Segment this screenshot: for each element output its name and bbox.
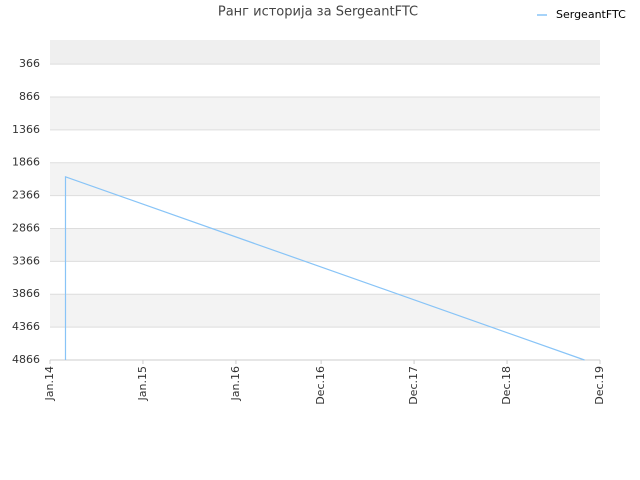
y-tick-label: 366 [19,57,40,70]
x-tick-label: Dec.17 [407,366,420,405]
y-tick-label: 1366 [12,123,40,136]
x-tick-label: Dec.18 [500,366,513,405]
y-tick-label: 3366 [12,254,40,267]
y-tick-label: 2866 [12,221,40,234]
x-tick-label: Dec.16 [314,366,327,405]
band [50,261,600,295]
band [50,129,600,163]
series-line [64,175,585,361]
y-tick-label: 1866 [12,156,40,169]
band [50,162,600,196]
chart-title: Ранг историја за SergeantFTC [218,5,418,20]
y-tick-label: 4366 [12,320,40,333]
band [50,40,600,65]
y-tick-label: 2366 [12,189,40,202]
band [50,64,600,97]
band [50,195,600,229]
x-tick-label: Jan.16 [229,366,242,401]
band [50,96,600,130]
band [50,294,600,328]
y-tick-label: 4866 [12,353,40,366]
x-tick-label: Dec.19 [593,366,606,405]
legend-label: SergeantFTC [556,8,626,21]
y-tick-label: 3866 [12,287,40,300]
band [50,228,600,262]
x-tick-label: Jan.14 [43,366,56,401]
x-tick-label: Jan.15 [136,366,149,401]
y-tick-label: 866 [19,90,40,103]
band [50,327,600,360]
